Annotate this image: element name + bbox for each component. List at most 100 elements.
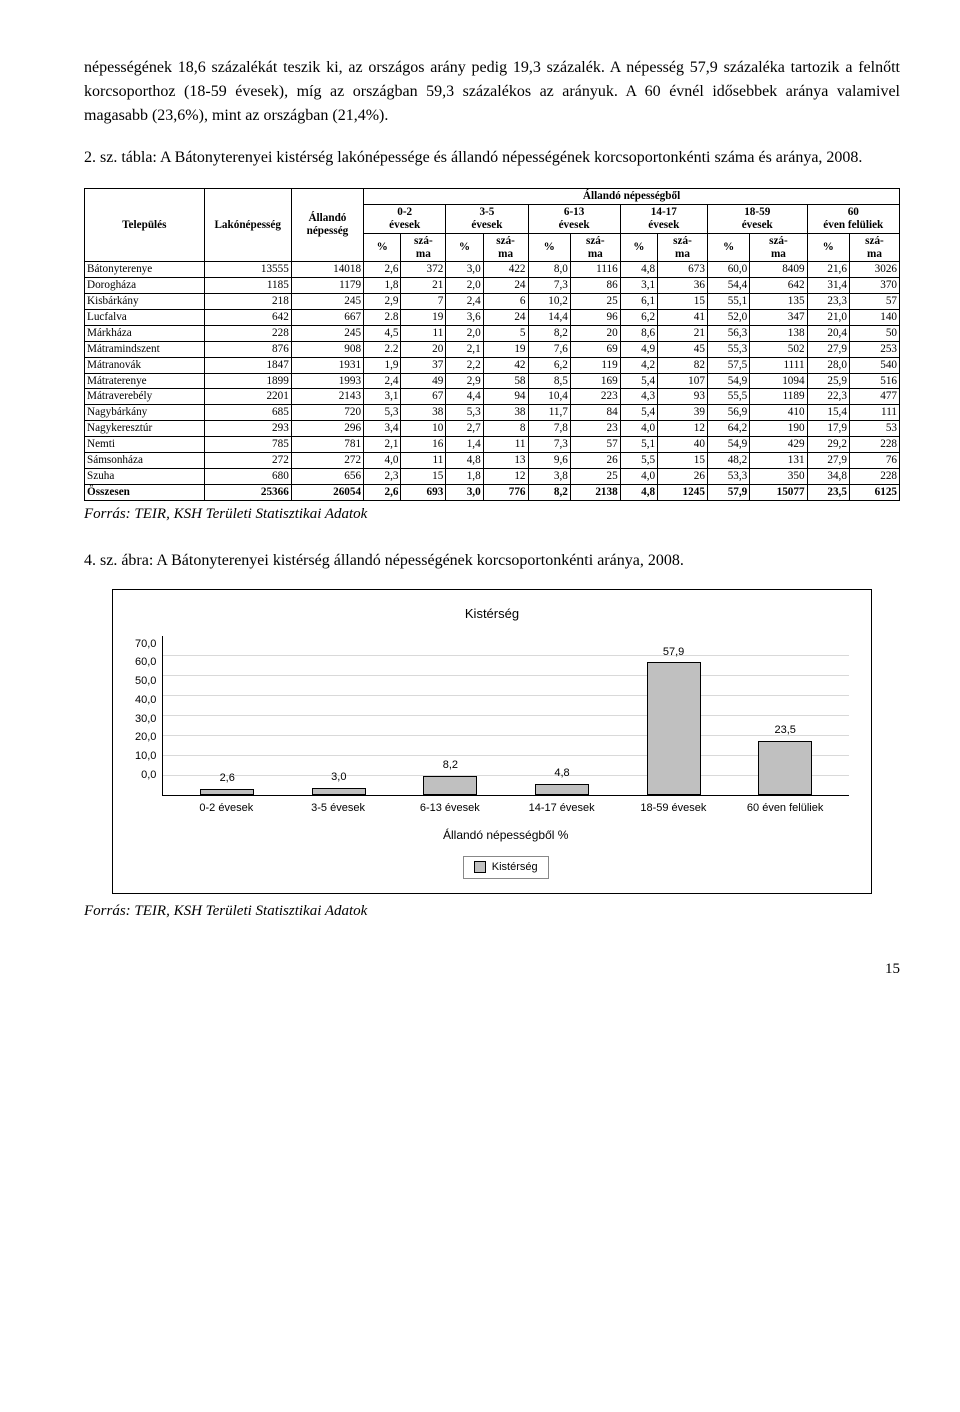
bar-value-label: 3,0 <box>331 769 346 786</box>
chart-bar <box>423 776 477 795</box>
th-pct: % <box>707 233 749 262</box>
chart-x-axis-title: Állandó népességből % <box>162 826 849 844</box>
chart-x-labels: 0-2 évesek3-5 évesek6-13 évesek14-17 éve… <box>162 796 849 817</box>
table-cell: 1,8 <box>446 468 483 484</box>
table-cell: Mátraterenye <box>85 373 205 389</box>
table-cell: 245 <box>291 325 363 341</box>
table-row: Lucfalva6426672.8193,62414,4966,24152,03… <box>85 310 900 326</box>
table-cell: 11,7 <box>528 405 570 421</box>
table-caption: 2. sz. tábla: A Bátonyterenyei kistérség… <box>84 146 900 170</box>
figure-caption: 4. sz. ábra: A Bátonyterenyei kistérség … <box>84 549 900 573</box>
table-cell: 9,6 <box>528 452 570 468</box>
table-cell: 3,6 <box>446 310 483 326</box>
table-cell: 1993 <box>291 373 363 389</box>
y-tick: 20,0 <box>135 729 156 746</box>
table-cell: 6,1 <box>620 294 657 310</box>
table-cell: 2,9 <box>446 373 483 389</box>
table-row: Mátraverebély220121433,1674,49410,42234,… <box>85 389 900 405</box>
table-cell: 60,0 <box>707 262 749 278</box>
table-cell: 776 <box>483 484 528 500</box>
table-cell: 4,4 <box>446 389 483 405</box>
table-cell: 1,4 <box>446 437 483 453</box>
table-cell: 5,5 <box>620 452 657 468</box>
th-age-group: 3-5évesek <box>446 204 528 233</box>
table-cell: 13555 <box>204 262 291 278</box>
table-cell: 20,4 <box>807 325 849 341</box>
bar-slot: 3,0 <box>283 636 395 795</box>
table-cell: 41 <box>658 310 708 326</box>
table-cell: 26054 <box>291 484 363 500</box>
table-cell: 1847 <box>204 357 291 373</box>
chart-bar <box>647 662 701 794</box>
table-cell: 24 <box>483 310 528 326</box>
table-cell: 3026 <box>849 262 899 278</box>
table-cell: 138 <box>750 325 807 341</box>
table-cell: 27,9 <box>807 452 849 468</box>
table-cell: 6 <box>483 294 528 310</box>
table-cell: 45 <box>658 341 708 357</box>
table-cell: 2,7 <box>446 421 483 437</box>
table-cell: 1189 <box>750 389 807 405</box>
bar-slot: 57,9 <box>618 636 730 795</box>
table-cell: 50 <box>849 325 899 341</box>
table-cell: 5,3 <box>446 405 483 421</box>
y-tick: 30,0 <box>135 711 156 728</box>
table-cell: 781 <box>291 437 363 453</box>
table-row: Nemti7857812,1161,4117,3575,14054,942929… <box>85 437 900 453</box>
y-tick: 60,0 <box>135 654 156 671</box>
table-cell: 31,4 <box>807 278 849 294</box>
table-cell: 5,4 <box>620 373 657 389</box>
table-cell: 272 <box>291 452 363 468</box>
table-cell: 26 <box>658 468 708 484</box>
table-cell: 131 <box>750 452 807 468</box>
th-num: szá-ma <box>658 233 708 262</box>
table-cell: 228 <box>204 325 291 341</box>
table-cell: Bátonyterenye <box>85 262 205 278</box>
table-row: Dorogháza118511791,8212,0247,3863,13654,… <box>85 278 900 294</box>
table-cell: 11 <box>401 325 446 341</box>
table-cell: 370 <box>849 278 899 294</box>
table-row: Nagybárkány6857205,3385,33811,7845,43956… <box>85 405 900 421</box>
th-lakonepesseg: Lakónépesség <box>204 189 291 262</box>
table-cell: Nagykeresztúr <box>85 421 205 437</box>
table-cell: 4,0 <box>620 421 657 437</box>
th-age-group: 14-17évesek <box>620 204 707 233</box>
table-cell: 55,5 <box>707 389 749 405</box>
table-cell: 12 <box>658 421 708 437</box>
x-tick-label: 18-59 évesek <box>617 800 729 817</box>
table-cell: 28,0 <box>807 357 849 373</box>
th-pct: % <box>620 233 657 262</box>
table-cell: Dorogháza <box>85 278 205 294</box>
table-cell: Összesen <box>85 484 205 500</box>
th-num: szá-ma <box>401 233 446 262</box>
table-cell: 1,9 <box>364 357 401 373</box>
th-group-title: Állandó népességből <box>364 189 900 205</box>
table-cell: 673 <box>658 262 708 278</box>
table-cell: 2,2 <box>446 357 483 373</box>
chart-title: Kistérség <box>135 604 849 624</box>
x-tick-label: 0-2 évesek <box>170 800 282 817</box>
table-cell: 3,0 <box>446 262 483 278</box>
table-cell: 4,9 <box>620 341 657 357</box>
table-cell: 19 <box>483 341 528 357</box>
table-cell: 1116 <box>570 262 620 278</box>
table-cell: 7,3 <box>528 278 570 294</box>
table-cell: 347 <box>750 310 807 326</box>
table-cell: 245 <box>291 294 363 310</box>
table-cell: 11 <box>401 452 446 468</box>
table-cell: 680 <box>204 468 291 484</box>
table-cell: 15 <box>658 294 708 310</box>
table-cell: 8,0 <box>528 262 570 278</box>
table-cell: 34,8 <box>807 468 849 484</box>
table-cell: 23,3 <box>807 294 849 310</box>
table-row: Szuha6806562,3151,8123,8254,02653,335034… <box>85 468 900 484</box>
table-cell: 228 <box>849 437 899 453</box>
table-cell: 876 <box>204 341 291 357</box>
table-cell: 53,3 <box>707 468 749 484</box>
table-cell: 57 <box>849 294 899 310</box>
th-num: szá-ma <box>570 233 620 262</box>
table-cell: 2138 <box>570 484 620 500</box>
table-cell: 7,3 <box>528 437 570 453</box>
table-cell: 4,5 <box>364 325 401 341</box>
table-cell: 372 <box>401 262 446 278</box>
